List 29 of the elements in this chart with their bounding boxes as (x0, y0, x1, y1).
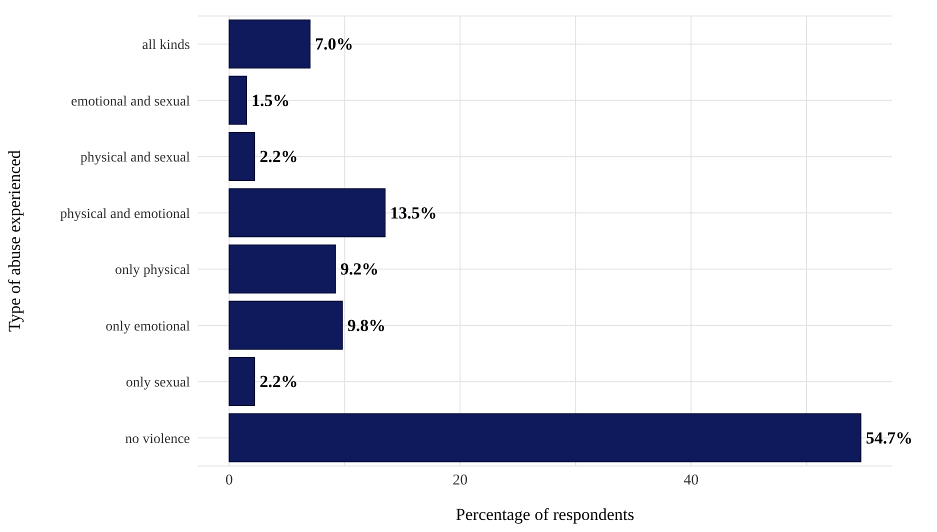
y-tick-label: physical and emotional (60, 206, 190, 222)
bar (228, 76, 247, 125)
data-label: 13.5% (390, 203, 437, 222)
data-label: 1.5% (252, 90, 290, 110)
bar (228, 357, 256, 406)
bar (228, 188, 386, 238)
y-tick-label: only sexual (126, 376, 190, 391)
data-label: 9.2% (340, 260, 379, 278)
y-tick-label: only emotional (106, 319, 190, 334)
y-tick-label: all kinds (142, 38, 190, 54)
bar (228, 244, 336, 294)
y-tick-label: no violence (125, 432, 190, 447)
x-axis-title: Percentage of respondents (456, 505, 634, 524)
x-tick-label: 40 (684, 472, 699, 489)
y-axis-title: Type of abuse experienced (5, 150, 24, 332)
data-label: 54.7% (866, 428, 913, 448)
bar (228, 413, 862, 462)
y-tick-label: only physical (114, 263, 190, 278)
data-label: 7.0% (315, 34, 354, 54)
x-tick-label: 20 (452, 472, 468, 489)
bar (228, 20, 311, 68)
bar (228, 132, 256, 181)
data-label: 9.8% (347, 316, 386, 335)
data-label: 2.2% (260, 372, 298, 391)
x-tick-label: 0 (225, 472, 233, 489)
data-label: 2.2% (260, 147, 298, 166)
y-tick-label: physical and sexual (80, 150, 190, 166)
y-tick-label: emotional and sexual (71, 94, 190, 110)
bar (228, 300, 343, 350)
